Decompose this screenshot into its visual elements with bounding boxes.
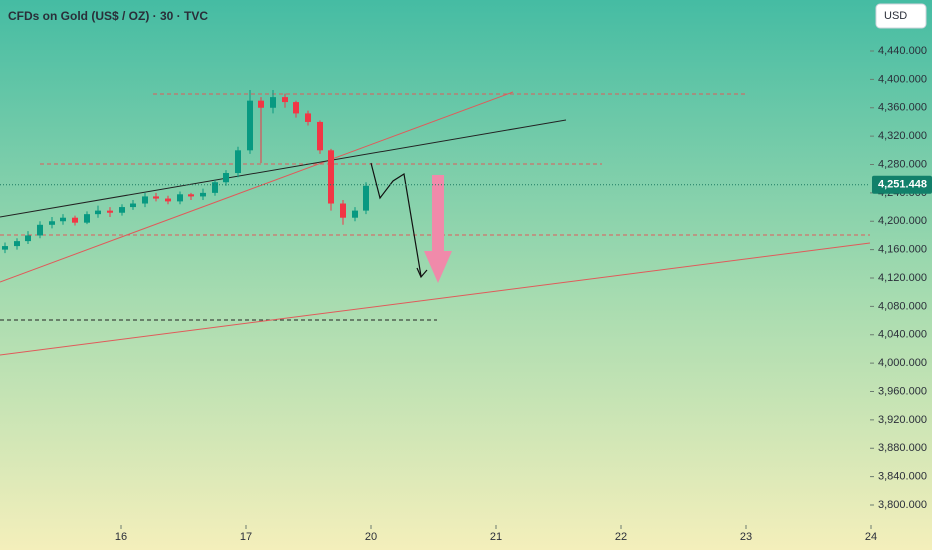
candle-body [14, 241, 20, 247]
candle-body [177, 194, 183, 202]
trend-line [0, 119, 567, 218]
down-arrow-shaft [432, 175, 444, 251]
y-tick-label: 3,840.000 [878, 471, 927, 483]
y-tick-label: 4,440.000 [878, 45, 927, 57]
candle-body [25, 235, 31, 242]
y-tick-label: 4,040.000 [878, 329, 927, 341]
y-tick-label: 4,000.000 [878, 357, 927, 369]
y-tick-label: 3,960.000 [878, 385, 927, 397]
candle-body [258, 100, 264, 108]
currency-label[interactable]: USD [884, 10, 907, 22]
candle-body [282, 97, 288, 103]
trend-line [0, 91, 514, 283]
candle-body [60, 217, 66, 222]
candle-body [363, 185, 369, 211]
candle-body [49, 221, 55, 225]
down-arrow-head [424, 251, 452, 283]
candle-body [84, 214, 90, 223]
candle-body [72, 217, 78, 223]
chart-title: CFDs on Gold (US$ / OZ) · 30 · TVC [8, 9, 208, 23]
candle-body [328, 150, 334, 204]
candle-body [1, 246, 8, 250]
y-tick-label: 4,200.000 [878, 215, 927, 227]
drawings [0, 91, 871, 356]
candle-body [317, 121, 323, 151]
last-price-box [872, 175, 932, 194]
x-tick-label: 21 [490, 531, 502, 543]
candle-body [37, 224, 43, 236]
x-tick-label: 23 [740, 531, 752, 543]
candle-body [247, 100, 253, 151]
y-tick-label: 4,320.000 [878, 130, 927, 142]
last-price-label: 4,251.448 [878, 179, 927, 191]
y-tick-label: 4,280.000 [878, 158, 927, 170]
y-tick-label: 4,160.000 [878, 244, 927, 256]
candle-body [165, 198, 171, 202]
x-tick-label: 17 [240, 531, 252, 543]
y-tick-label: 4,080.000 [878, 300, 927, 312]
candle-body [305, 113, 311, 122]
candle-body [293, 102, 299, 114]
x-tick-label: 20 [365, 531, 377, 543]
candle-body [188, 194, 194, 197]
candle-body [223, 173, 229, 183]
trend-line [0, 242, 871, 356]
y-tick-label: 3,800.000 [878, 499, 927, 511]
candle-body [153, 196, 159, 199]
x-tick-label: 22 [615, 531, 627, 543]
candle-body [95, 210, 101, 215]
candle-body [107, 210, 113, 213]
y-tick-label: 3,920.000 [878, 414, 927, 426]
candle-body [142, 196, 148, 204]
candle-body [235, 150, 241, 174]
candle-body [270, 97, 276, 108]
candle-body [340, 203, 346, 218]
projection-arrowhead [416, 267, 428, 279]
candle-body [130, 203, 136, 208]
y-tick-label: 3,880.000 [878, 442, 927, 454]
y-tick-label: 4,120.000 [878, 272, 927, 284]
projection-path [370, 162, 422, 277]
y-tick-label: 4,400.000 [878, 73, 927, 85]
currency-button[interactable] [875, 3, 927, 29]
x-tick-label: 16 [115, 531, 127, 543]
candle-body [119, 207, 125, 213]
candle-body [200, 192, 206, 197]
candle-body [212, 182, 218, 193]
candle-body [352, 210, 358, 218]
x-tick-label: 24 [865, 531, 877, 543]
candles [1, 90, 369, 254]
y-tick-label: 4,360.000 [878, 102, 927, 114]
